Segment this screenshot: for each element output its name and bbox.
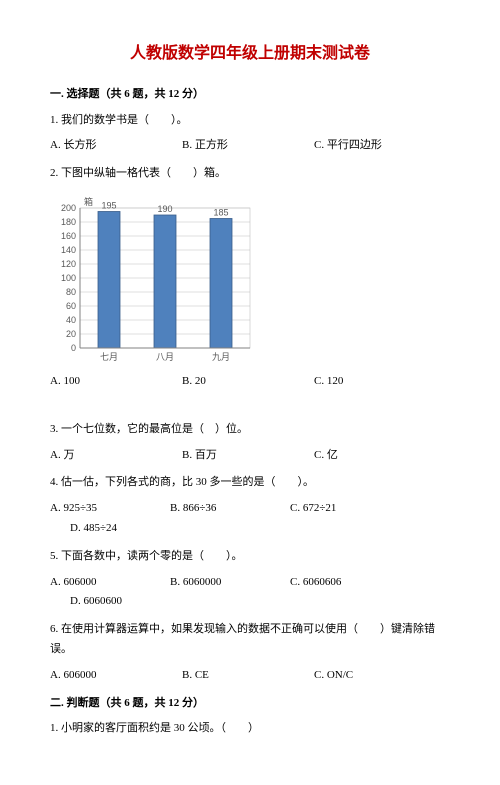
q4-opt-a: A. 925÷35: [50, 499, 170, 519]
q1-options: A. 长方形 B. 正方形 C. 平行四边形: [50, 136, 450, 156]
q2-opt-a: A. 100: [50, 372, 182, 392]
q3-options: A. 万 B. 百万 C. 亿: [50, 446, 450, 466]
q3-opt-b: B. 百万: [182, 446, 314, 466]
q4-text: 4. 估一估，下列各式的商，比 30 多一些的是（ ）。: [50, 473, 450, 493]
section-1-header: 一. 选择题（共 6 题，共 12 分）: [50, 85, 450, 105]
q6-opt-b: B. CE: [182, 666, 314, 686]
q6-text: 6. 在使用计算器运算中，如果发现输入的数据不正确可以使用（ ）键清除错误。: [50, 620, 450, 660]
q1-opt-b: B. 正方形: [182, 136, 314, 156]
q5-opt-b: B. 6060000: [170, 573, 290, 593]
q6-opt-c: C. ON/C: [314, 666, 446, 686]
q6-opt-a: A. 606000: [50, 666, 182, 686]
svg-text:180: 180: [61, 217, 76, 227]
q5-options: A. 606000 B. 6060000 C. 6060606 D. 60606…: [50, 573, 450, 613]
svg-text:100: 100: [61, 273, 76, 283]
q1-text: 1. 我们的数学书是（ ）。: [50, 111, 450, 131]
svg-text:200: 200: [61, 203, 76, 213]
q5-opt-a: A. 606000: [50, 573, 170, 593]
svg-text:80: 80: [66, 287, 76, 297]
svg-text:190: 190: [157, 204, 172, 214]
q1-opt-a: A. 长方形: [50, 136, 182, 156]
q2-opt-b: B. 20: [182, 372, 314, 392]
q3-text: 3. 一个七位数，它的最高位是（ ）位。: [50, 420, 450, 440]
svg-text:120: 120: [61, 259, 76, 269]
svg-text:40: 40: [66, 315, 76, 325]
bar-chart: 0 20 40 60 80 100 120 140 160 180 200 箱 195 七月 190 八月 18…: [50, 194, 450, 364]
page-title: 人教版数学四年级上册期末测试卷: [50, 40, 450, 69]
q2-opt-c: C. 120: [314, 372, 446, 392]
q3-opt-c: C. 亿: [314, 446, 446, 466]
svg-text:195: 195: [101, 200, 116, 210]
svg-text:185: 185: [213, 207, 228, 217]
q3-opt-a: A. 万: [50, 446, 182, 466]
q4-opt-d: D. 485÷24: [70, 519, 450, 539]
svg-text:九月: 九月: [212, 352, 230, 362]
q4-opt-c: C. 672÷21: [290, 499, 410, 519]
q6-options: A. 606000 B. CE C. ON/C: [50, 666, 450, 686]
q2-options: A. 100 B. 20 C. 120: [50, 372, 450, 392]
q5-opt-d: D. 6060600: [70, 592, 450, 612]
svg-text:0: 0: [71, 343, 76, 353]
q1-opt-c: C. 平行四边形: [314, 136, 446, 156]
svg-text:140: 140: [61, 245, 76, 255]
q5-text: 5. 下面各数中，读两个零的是（ ）。: [50, 547, 450, 567]
q5-opt-c: C. 6060606: [290, 573, 410, 593]
q4-opt-b: B. 866÷36: [170, 499, 290, 519]
svg-text:八月: 八月: [156, 352, 174, 362]
svg-text:60: 60: [66, 301, 76, 311]
q4-options: A. 925÷35 B. 866÷36 C. 672÷21 D. 485÷24: [50, 499, 450, 539]
svg-text:20: 20: [66, 329, 76, 339]
q2-text: 2. 下图中纵轴一格代表（ ）箱。: [50, 164, 450, 184]
section-2-header: 二. 判断题（共 6 题，共 12 分）: [50, 694, 450, 714]
svg-text:箱: 箱: [84, 196, 93, 207]
j1-text: 1. 小明家的客厅面积约是 30 公顷。（ ）: [50, 719, 450, 739]
svg-text:七月: 七月: [100, 352, 118, 362]
svg-text:160: 160: [61, 231, 76, 241]
chart-svg: 0 20 40 60 80 100 120 140 160 180 200 箱 195 七月 190 八月 18…: [50, 194, 260, 364]
